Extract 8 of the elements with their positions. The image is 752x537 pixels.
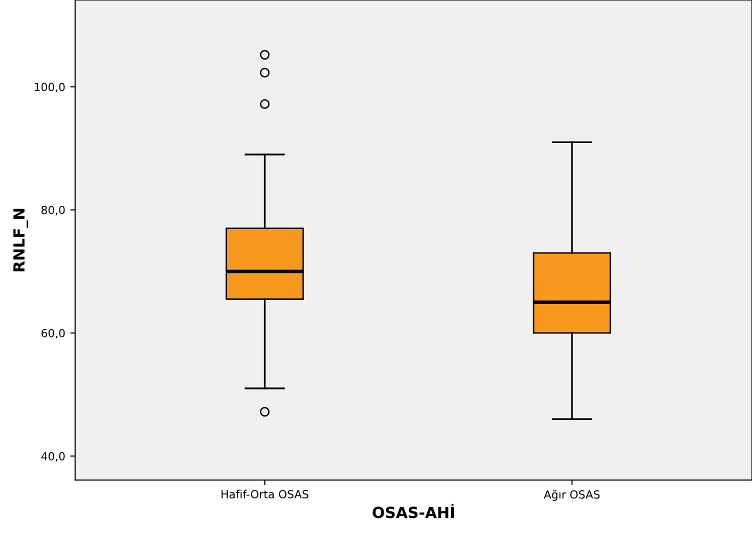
x-tick-label: Ağır OSAS <box>544 490 600 501</box>
y-tick-label: 80,0 <box>41 206 65 216</box>
y-tick-label: 40,0 <box>41 452 65 462</box>
x-axis-title: OSAS-AHİ <box>372 504 454 518</box>
x-tick-label: Hafif-Orta OSAS <box>222 490 308 498</box>
y-axis-title: RNLF_N <box>13 208 28 272</box>
y-tick-label: 60,0 <box>42 328 65 338</box>
y-tick-label: 100,0 <box>34 82 65 92</box>
